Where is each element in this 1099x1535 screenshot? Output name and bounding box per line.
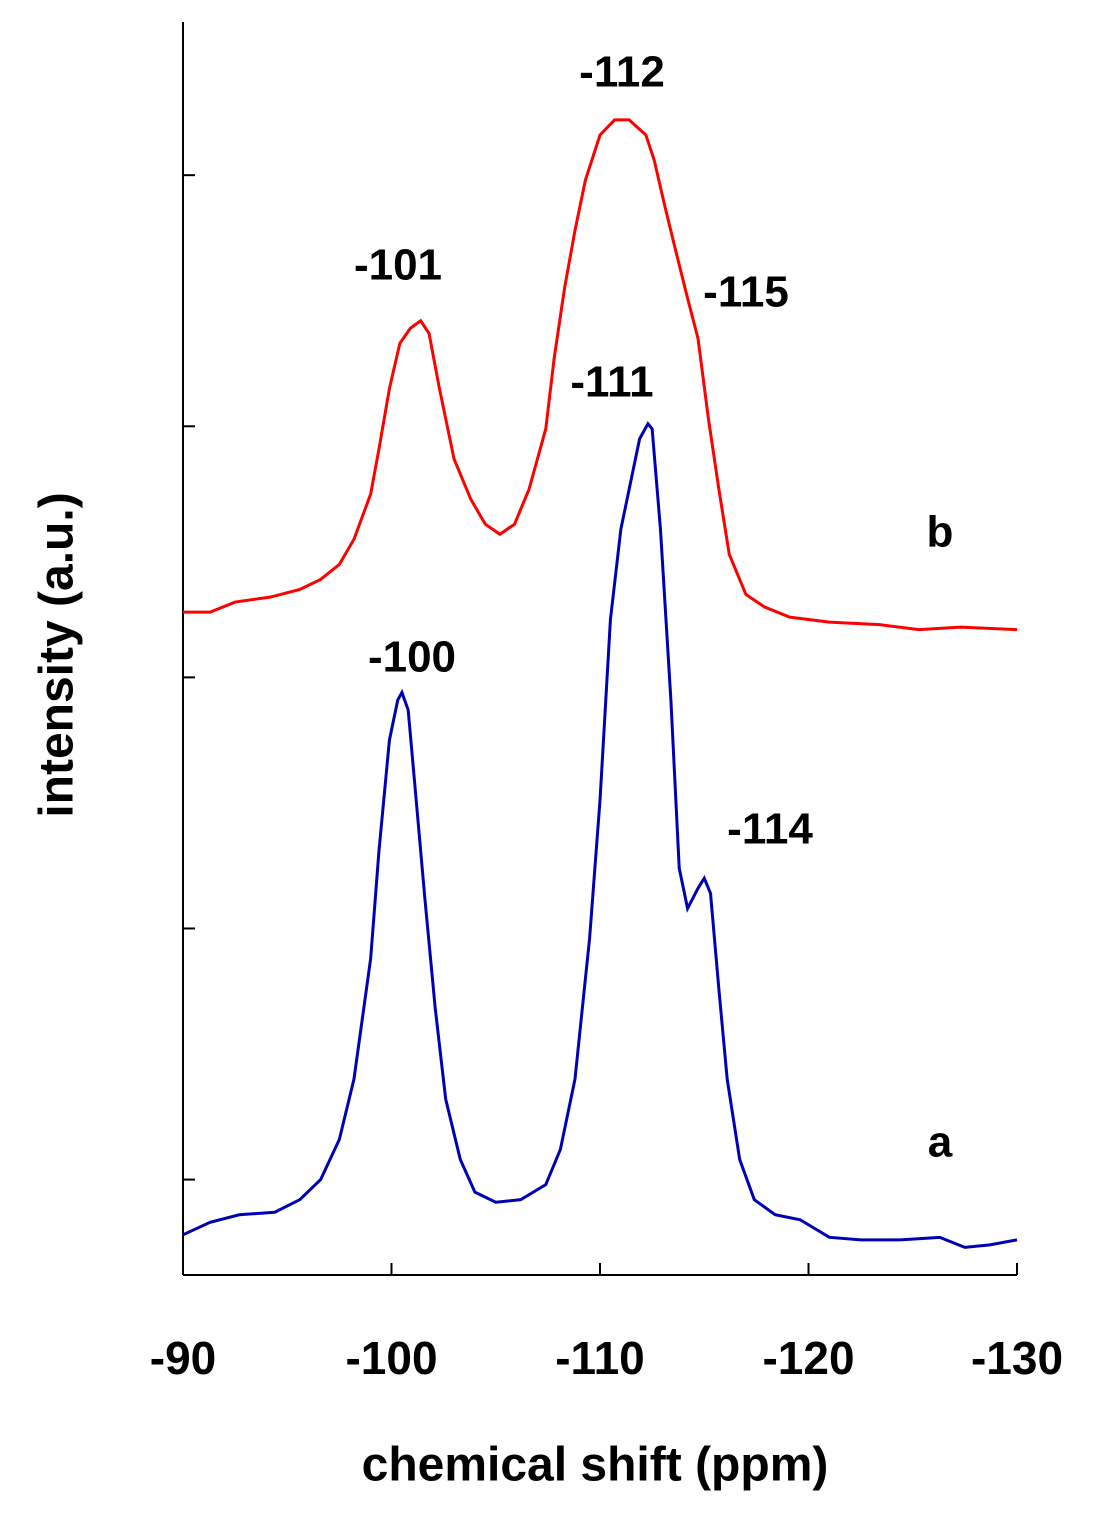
spectrum-line	[182, 421, 1018, 1249]
peak-label: -111	[570, 358, 653, 407]
y-axis-title: intensity (a.u.)	[31, 492, 84, 817]
series-label: b	[927, 508, 954, 557]
x-tick-label: -100	[345, 1332, 437, 1384]
x-tick-label: -90	[150, 1332, 216, 1384]
x-tick-label: -120	[762, 1332, 854, 1384]
peak-label: -100	[368, 633, 456, 682]
x-tick-label: -110	[555, 1332, 645, 1384]
peak-label: -112	[579, 48, 665, 97]
spectrum-line	[183, 118, 1018, 632]
series-label: a	[928, 1118, 953, 1167]
x-axis-title: chemical shift (ppm)	[362, 1439, 829, 1492]
peak-label: -115	[703, 268, 789, 317]
peak-label: -101	[354, 241, 442, 290]
peak-label: -114	[727, 805, 813, 854]
x-tick-label: -130	[971, 1332, 1063, 1384]
